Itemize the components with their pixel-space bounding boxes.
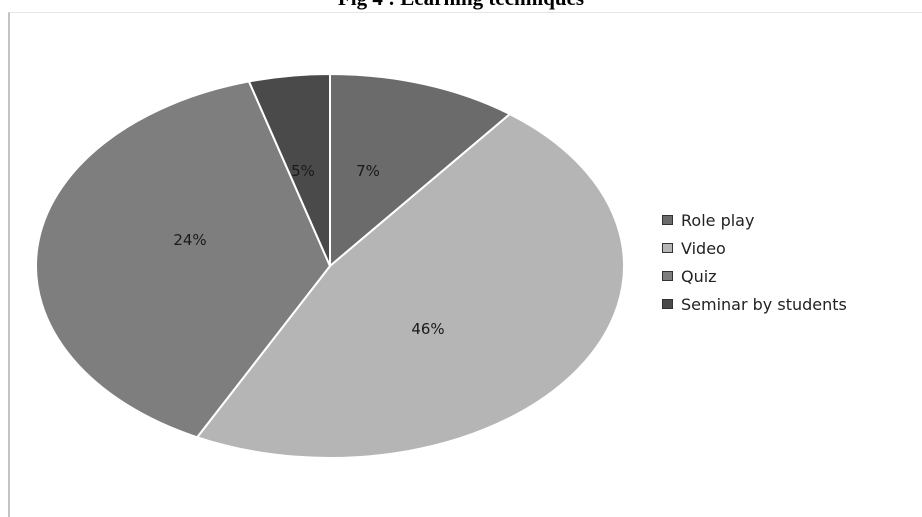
legend-item-video: Video	[662, 234, 847, 262]
pie-labels: 7% 46% 24% 5%	[173, 162, 444, 338]
legend-swatch	[662, 215, 673, 225]
legend: Role play Video Quiz Seminar by students	[662, 206, 847, 318]
legend-label: Video	[681, 238, 726, 258]
legend-swatch	[662, 299, 673, 309]
legend-item-quiz: Quiz	[662, 262, 847, 290]
pie-slice-quiz	[35, 80, 332, 439]
slice-label: 5%	[291, 162, 315, 180]
pie-slice-role-play	[329, 72, 512, 269]
pie-slice-seminar-by-students	[247, 72, 331, 267]
legend-item-role-play: Role play	[662, 206, 847, 234]
slice-label: 46%	[411, 320, 444, 338]
slice-label: 24%	[173, 231, 206, 249]
legend-swatch	[662, 243, 673, 253]
pie-slices	[35, 72, 625, 459]
pie-slice-video	[195, 112, 625, 459]
slice-label: 7%	[356, 162, 380, 180]
legend-swatch	[662, 271, 673, 281]
chart-frame	[8, 12, 922, 517]
chart-title: Fig 4 : Learning techniques	[0, 0, 922, 11]
legend-label: Role play	[681, 210, 755, 230]
legend-label: Quiz	[681, 266, 717, 286]
legend-label: Seminar by students	[681, 294, 847, 314]
legend-item-seminar-by-students: Seminar by students	[662, 290, 847, 318]
